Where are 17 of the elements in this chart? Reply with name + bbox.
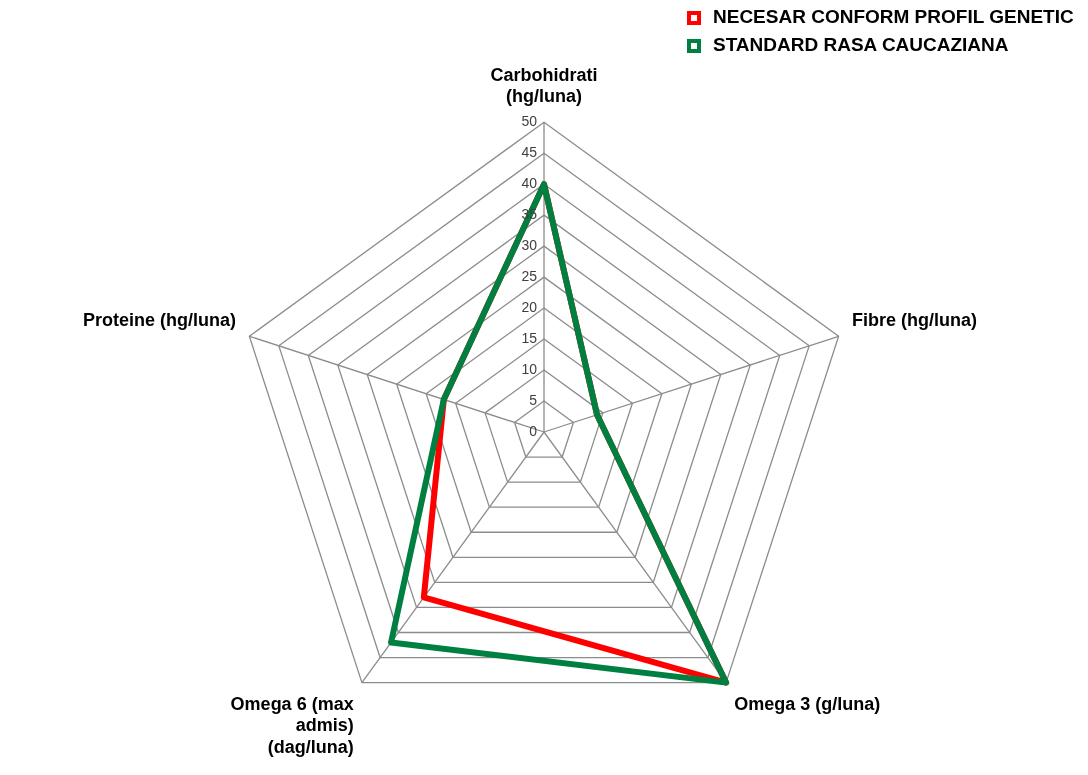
spoke-label: Proteine (hg/luna) <box>83 310 237 331</box>
legend-label: STANDARD RASA CAUCAZIANA <box>712 34 1009 56</box>
spoke-label: Fibre (hg/luna) <box>851 310 977 331</box>
y-tick-label: 20 <box>521 298 538 315</box>
y-tick-label: 10 <box>521 360 538 377</box>
spoke-label: Carbohidrati (hg/luna) <box>490 64 598 107</box>
y-tick-label: 45 <box>521 144 538 161</box>
legend-label: NECESAR CONFORM PROFIL GENETIC <box>712 6 1074 28</box>
y-tick-label: 25 <box>521 267 538 284</box>
spoke-label: Omega 3 (g/luna) <box>734 693 881 714</box>
y-tick-label: 5 <box>529 391 538 408</box>
y-tick-label: 0 <box>529 422 538 439</box>
y-tick-label: 50 <box>521 113 538 130</box>
spoke-label: Omega 6 (max admis) (dag/luna) <box>230 693 354 757</box>
y-tick-label: 40 <box>521 175 538 192</box>
y-tick-label: 15 <box>521 329 538 346</box>
y-tick-label: 30 <box>521 236 538 253</box>
